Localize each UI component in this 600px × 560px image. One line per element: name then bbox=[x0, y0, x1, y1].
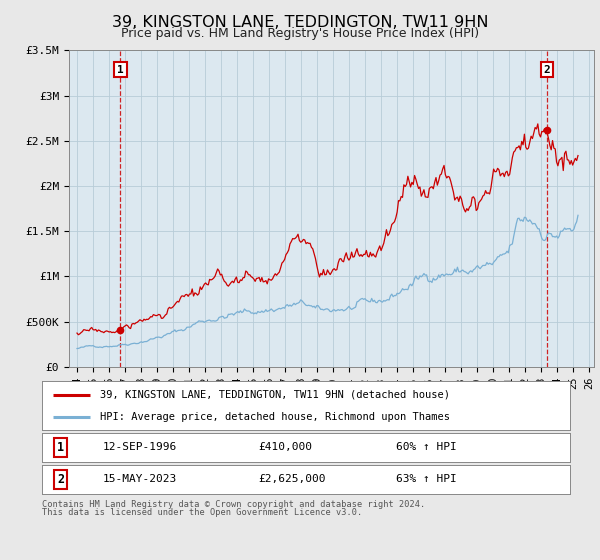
Text: 39, KINGSTON LANE, TEDDINGTON, TW11 9HN: 39, KINGSTON LANE, TEDDINGTON, TW11 9HN bbox=[112, 15, 488, 30]
Text: 60% ↑ HPI: 60% ↑ HPI bbox=[396, 442, 457, 452]
Text: This data is licensed under the Open Government Licence v3.0.: This data is licensed under the Open Gov… bbox=[42, 508, 362, 517]
Text: 2: 2 bbox=[57, 473, 64, 486]
Text: HPI: Average price, detached house, Richmond upon Thames: HPI: Average price, detached house, Rich… bbox=[100, 412, 450, 422]
Text: 15-MAY-2023: 15-MAY-2023 bbox=[103, 474, 177, 484]
Text: 12-SEP-1996: 12-SEP-1996 bbox=[103, 442, 177, 452]
Text: 1: 1 bbox=[117, 64, 124, 74]
Text: 2: 2 bbox=[544, 64, 550, 74]
Text: 1: 1 bbox=[57, 441, 64, 454]
Text: Contains HM Land Registry data © Crown copyright and database right 2024.: Contains HM Land Registry data © Crown c… bbox=[42, 500, 425, 508]
Text: 39, KINGSTON LANE, TEDDINGTON, TW11 9HN (detached house): 39, KINGSTON LANE, TEDDINGTON, TW11 9HN … bbox=[100, 390, 450, 400]
Text: Price paid vs. HM Land Registry's House Price Index (HPI): Price paid vs. HM Land Registry's House … bbox=[121, 27, 479, 40]
Text: £2,625,000: £2,625,000 bbox=[259, 474, 326, 484]
Text: £410,000: £410,000 bbox=[259, 442, 313, 452]
Text: 63% ↑ HPI: 63% ↑ HPI bbox=[396, 474, 457, 484]
